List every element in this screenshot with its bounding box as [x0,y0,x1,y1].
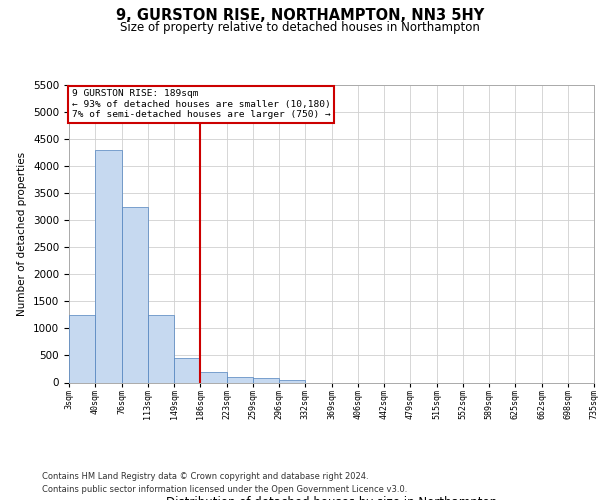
Text: 9 GURSTON RISE: 189sqm
← 93% of detached houses are smaller (10,180)
7% of semi-: 9 GURSTON RISE: 189sqm ← 93% of detached… [71,90,331,120]
Bar [279,380,305,382]
Y-axis label: Number of detached properties: Number of detached properties [17,152,28,316]
Bar [95,150,122,382]
Bar [227,377,253,382]
X-axis label: Distribution of detached houses by size in Northampton: Distribution of detached houses by size … [166,496,497,500]
Bar [148,315,174,382]
Bar [174,358,200,382]
Text: Contains public sector information licensed under the Open Government Licence v3: Contains public sector information licen… [42,484,407,494]
Bar [69,315,95,382]
Text: Contains HM Land Registry data © Crown copyright and database right 2024.: Contains HM Land Registry data © Crown c… [42,472,368,481]
Bar [200,372,227,382]
Bar [253,378,279,382]
Text: 9, GURSTON RISE, NORTHAMPTON, NN3 5HY: 9, GURSTON RISE, NORTHAMPTON, NN3 5HY [116,8,484,22]
Text: Size of property relative to detached houses in Northampton: Size of property relative to detached ho… [120,21,480,34]
Bar [122,206,148,382]
